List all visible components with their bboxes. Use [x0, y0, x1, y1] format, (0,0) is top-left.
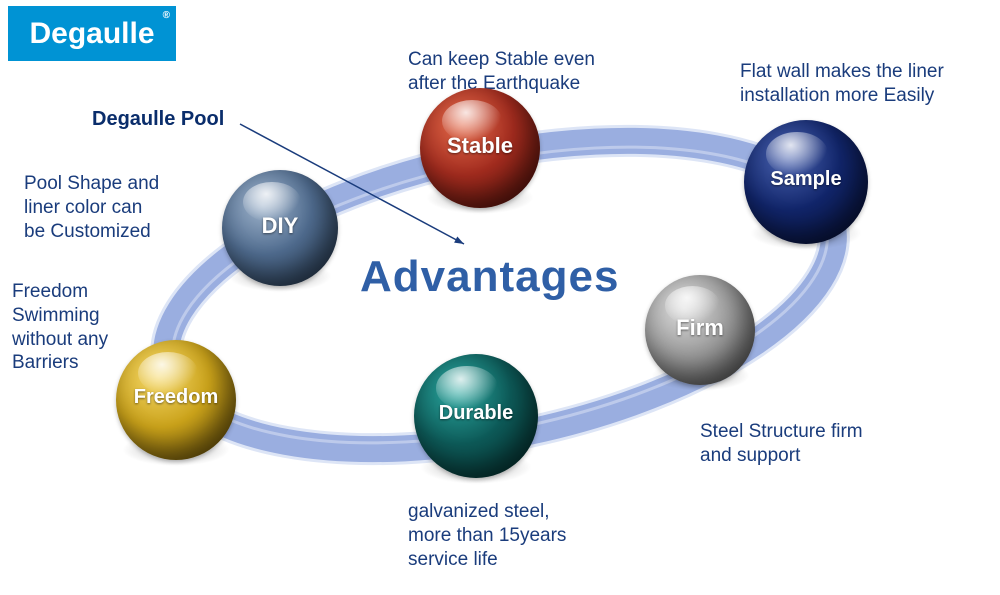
stable-desc: Can keep Stable evenafter the Earthquake — [408, 48, 668, 96]
brand-logo: Degaulle ® — [8, 6, 176, 61]
sample-desc: Flat wall makes the linerinstallation mo… — [740, 60, 1000, 108]
sphere-durable: Durable — [414, 354, 538, 478]
sphere-sample: Sample — [744, 120, 868, 244]
durable-desc: galvanized steel,more than 15yearsservic… — [408, 500, 668, 571]
sphere-stable: Stable — [420, 88, 540, 208]
sphere-firm-label: Firm — [645, 315, 755, 341]
sphere-durable-label: Durable — [414, 402, 538, 425]
sphere-freedom: Freedom — [116, 340, 236, 460]
sphere-sample-label: Sample — [744, 168, 868, 191]
infographic-stage: { "canvas": { "width": 1000, "height": 5… — [0, 0, 1000, 595]
brand-logo-text: Degaulle — [29, 17, 154, 51]
sphere-firm: Firm — [645, 275, 755, 385]
registered-mark: ® — [163, 10, 170, 21]
subtitle: Degaulle Pool — [92, 108, 224, 131]
sphere-stable-label: Stable — [420, 133, 540, 159]
diy-desc: Pool Shape andliner color canbe Customiz… — [24, 172, 214, 243]
sphere-diy: DIY — [222, 170, 338, 286]
sphere-freedom-label: Freedom — [116, 386, 236, 409]
firm-desc: Steel Structure firmand support — [700, 420, 960, 468]
center-title: Advantages — [360, 252, 619, 302]
sphere-diy-label: DIY — [222, 213, 338, 239]
